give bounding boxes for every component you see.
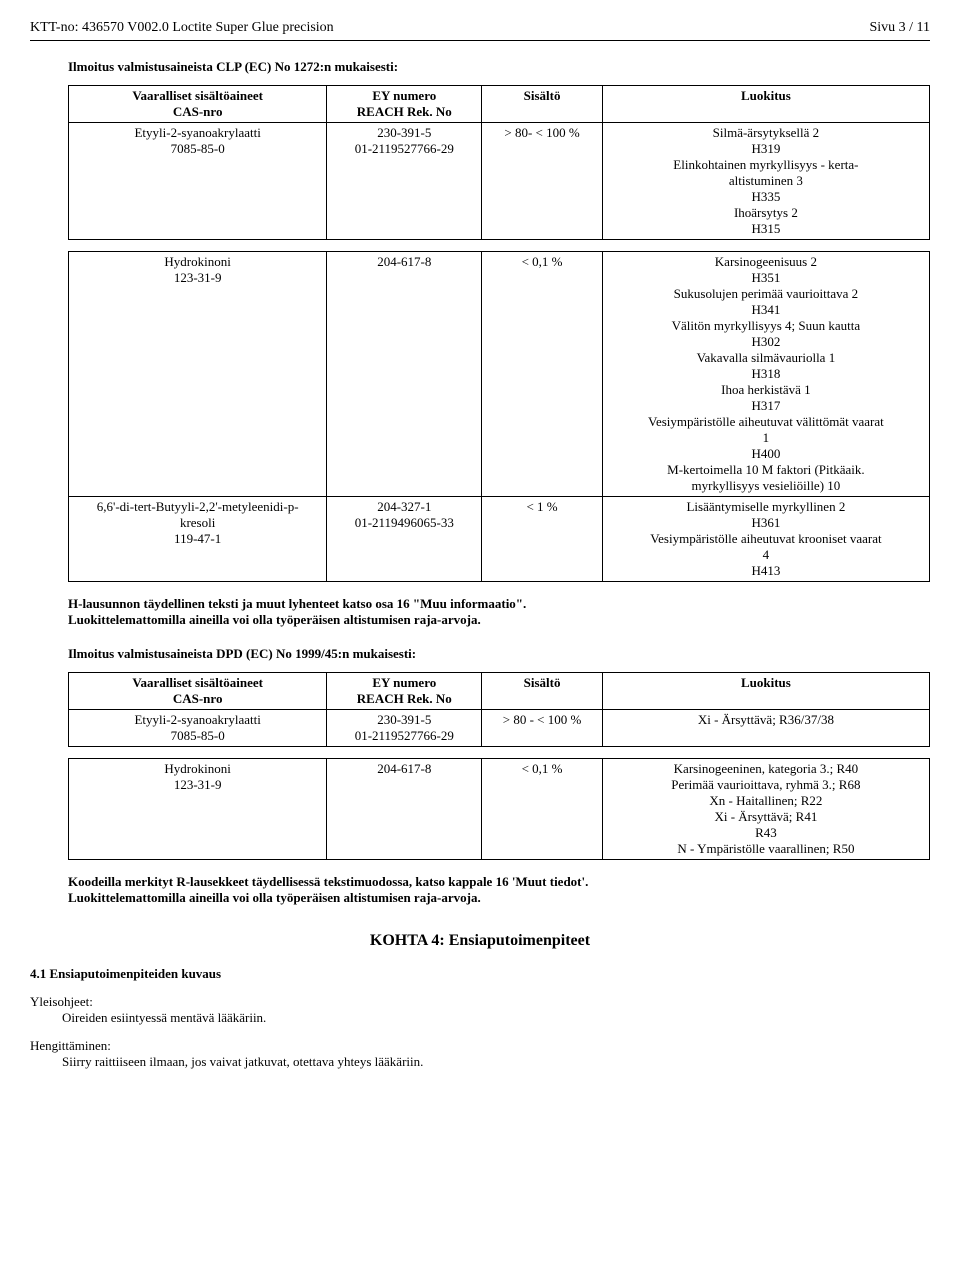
cell: Karsinogeeninen, kategoria 3.; R40 Perim… (602, 759, 929, 860)
cell: > 80 - < 100 % (482, 710, 603, 747)
cell: 230-391-5 01-2119527766-29 (327, 123, 482, 240)
cell: Etyyli-2-syanoakrylaatti 7085-85-0 (69, 123, 327, 240)
cell: Lisääntymiselle myrkyllinen 2 H361 Vesiy… (602, 497, 929, 582)
cell: Hydrokinoni 123-31-9 (69, 759, 327, 860)
th-c1b: CAS-nro (75, 691, 320, 707)
cell: < 1 % (482, 497, 603, 582)
th-c3: Sisältö (482, 673, 603, 710)
table-row: Hydrokinoni 123-31-9 204-617-8 < 0,1 % K… (69, 759, 930, 860)
cell: 204-327-1 01-2119496065-33 (327, 497, 482, 582)
table-row: Etyyli-2-syanoakrylaatti 7085-85-0 230-3… (69, 123, 930, 240)
cell: 6,6'-di-tert-Butyyli-2,2'-metyleenidi-p-… (69, 497, 327, 582)
spacer-row (69, 747, 930, 759)
table-row: Etyyli-2-syanoakrylaatti 7085-85-0 230-3… (69, 710, 930, 747)
header-right: Sivu 3 / 11 (869, 20, 930, 36)
header-left: KTT-no: 436570 V002.0 Loctite Super Glue… (30, 20, 334, 36)
th-c4: Luokitus (602, 86, 929, 123)
cell: Karsinogeenisuus 2 H351 Sukusolujen peri… (602, 252, 929, 497)
th-c4: Luokitus (602, 673, 929, 710)
hengittaminen-text: Siirry raittiiseen ilmaan, jos vaivat ja… (62, 1054, 930, 1070)
intro-dpd: Ilmoitus valmistusaineista DPD (EC) No 1… (68, 646, 930, 662)
bottom-text-2: Luokittelemattomilla aineilla voi olla t… (68, 890, 930, 906)
table-clp: Vaaralliset sisältöaineet CAS-nro EY num… (68, 85, 930, 582)
cell: > 80- < 100 % (482, 123, 603, 240)
cell: 204-617-8 (327, 759, 482, 860)
cell: Etyyli-2-syanoakrylaatti 7085-85-0 (69, 710, 327, 747)
yleisohjeet-label: Yleisohjeet: (30, 994, 930, 1010)
th-c1a: Vaaralliset sisältöaineet (75, 675, 320, 691)
kohta4-sub: 4.1 Ensiaputoimenpiteiden kuvaus (30, 966, 930, 982)
th-c2a: EY numero (333, 675, 475, 691)
table-header-row: Vaaralliset sisältöaineet CAS-nro EY num… (69, 673, 930, 710)
intro-clp: Ilmoitus valmistusaineista CLP (EC) No 1… (68, 59, 930, 75)
cell: Xi - Ärsyttävä; R36/37/38 (602, 710, 929, 747)
th-c1a: Vaaralliset sisältöaineet (75, 88, 320, 104)
table-row: Hydrokinoni 123-31-9 204-617-8 < 0,1 % K… (69, 252, 930, 497)
cell: Hydrokinoni 123-31-9 (69, 252, 327, 497)
th-c2b: REACH Rek. No (333, 691, 475, 707)
bottom-text-1: Koodeilla merkityt R-lausekkeet täydelli… (68, 874, 930, 890)
table-row: 6,6'-di-tert-Butyyli-2,2'-metyleenidi-p-… (69, 497, 930, 582)
mid-text-2: Luokittelemattomilla aineilla voi olla t… (68, 612, 930, 628)
cell: 204-617-8 (327, 252, 482, 497)
hengittaminen-label: Hengittäminen: (30, 1038, 930, 1054)
cell: 230-391-5 01-2119527766-29 (327, 710, 482, 747)
th-c3: Sisältö (482, 86, 603, 123)
header-rule (30, 40, 930, 41)
cell: < 0,1 % (482, 759, 603, 860)
table-header-row: Vaaralliset sisältöaineet CAS-nro EY num… (69, 86, 930, 123)
spacer-row (69, 240, 930, 252)
table-dpd: Vaaralliset sisältöaineet CAS-nro EY num… (68, 672, 930, 860)
yleisohjeet-text: Oireiden esiintyessä mentävä lääkäriin. (62, 1010, 930, 1026)
kohta4-title: KOHTA 4: Ensiaputoimenpiteet (30, 932, 930, 950)
th-c2b: REACH Rek. No (333, 104, 475, 120)
cell: Silmä-ärsytyksellä 2 H319 Elinkohtainen … (602, 123, 929, 240)
cell: < 0,1 % (482, 252, 603, 497)
th-c2a: EY numero (333, 88, 475, 104)
mid-text-1: H-lausunnon täydellinen teksti ja muut l… (68, 596, 930, 612)
th-c1b: CAS-nro (75, 104, 320, 120)
